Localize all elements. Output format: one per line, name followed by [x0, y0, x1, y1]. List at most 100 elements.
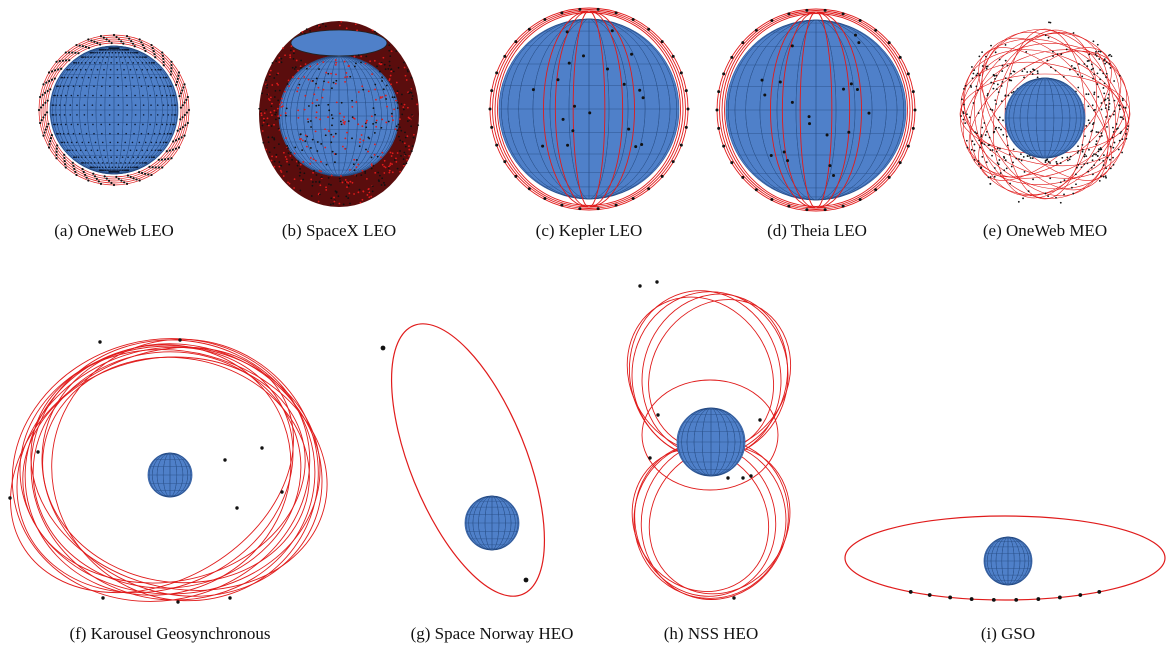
satellite-marker — [898, 55, 902, 59]
satellite-marker — [858, 18, 862, 22]
caption-theia-leo: (d) Theia LEO — [767, 221, 867, 240]
orbit-path — [969, 33, 1121, 195]
satellite-marker — [849, 82, 853, 86]
satellite-marker — [596, 7, 600, 11]
satellite-marker — [730, 161, 734, 165]
satellite-markers — [380, 345, 529, 583]
theia-leo-constellation — [715, 8, 917, 212]
panel-oneweb-meo — [955, 10, 1135, 215]
satellite-marker — [614, 11, 618, 15]
earth-grid — [1005, 77, 1085, 159]
orbit-lines — [10, 338, 328, 602]
earth-grid — [50, 45, 178, 175]
satellite-marker — [853, 33, 857, 37]
satellite-marker — [908, 590, 913, 594]
satellite-marker — [730, 55, 734, 59]
satellite-marker — [679, 143, 683, 147]
satellite-marker — [787, 12, 791, 16]
panel-kepler-leo — [488, 5, 690, 215]
satellite-marker — [749, 474, 753, 478]
satellite-marker — [684, 89, 688, 93]
panel-nss-heo — [610, 280, 810, 605]
caption-nss-heo: (h) NSS HEO — [663, 624, 759, 643]
satellite-marker — [596, 207, 600, 211]
oneweb-leo-constellation — [37, 33, 191, 187]
satellite-marker — [640, 143, 644, 147]
orbit-path — [32, 351, 302, 589]
satellite-marker — [656, 413, 660, 417]
satellite-marker — [541, 144, 545, 148]
satellite-marker — [769, 153, 773, 157]
satellite-marker — [223, 458, 227, 462]
satellite-marker — [754, 188, 758, 192]
satellite-shell — [37, 33, 191, 187]
earth-cap — [290, 29, 388, 57]
satellite-marker — [741, 41, 745, 45]
orbit-path — [30, 339, 316, 601]
space-norway-heo-orbit — [380, 323, 546, 597]
satellite-marker — [543, 17, 547, 21]
satellite-marker — [684, 125, 688, 129]
satellite-marker — [641, 96, 645, 100]
satellite-marker — [1078, 593, 1083, 597]
earth-globe — [498, 18, 680, 200]
orbit-path — [30, 349, 328, 591]
satellite-marker — [841, 12, 845, 16]
satellite-grid — [51, 47, 177, 173]
satellite-marker — [631, 17, 635, 21]
satellite-marker — [503, 160, 507, 164]
satellite-marker — [686, 107, 690, 111]
satellite-marker — [648, 456, 652, 460]
satellite-marker — [561, 117, 565, 121]
satellite-marker — [679, 71, 683, 75]
satellite-marker — [527, 27, 531, 31]
satellite-marker — [887, 41, 891, 45]
satellite-marker — [1036, 597, 1041, 601]
satellite-marker — [790, 100, 794, 104]
caption-oneweb-leo: (a) OneWeb LEO — [54, 221, 174, 240]
satellite-marker — [581, 54, 585, 58]
orbit-path — [962, 49, 1128, 179]
satellite-marker — [825, 133, 829, 137]
satellite-marker — [807, 115, 811, 119]
satellite-marker — [514, 40, 518, 44]
earth-globe — [464, 495, 520, 551]
orbit-path — [631, 448, 770, 592]
caption-space-norway-heo: (g) Space Norway HEO — [410, 624, 574, 643]
satellite-marker — [280, 490, 284, 494]
satellite-marker — [647, 187, 651, 191]
satellite-marker — [655, 280, 659, 284]
orbit-path — [390, 323, 546, 597]
satellite-marker — [660, 174, 664, 178]
orbit-lattice — [959, 21, 1131, 204]
satellite-marker — [906, 72, 910, 76]
satellite-marker — [760, 78, 764, 82]
satellite-marker — [503, 54, 507, 58]
panel-theia-leo — [715, 5, 918, 215]
satellite-marker — [556, 78, 560, 82]
orbit-path — [10, 346, 294, 594]
satellite-marker — [787, 204, 791, 208]
satellite-marker — [823, 8, 827, 12]
satellite-marker — [531, 88, 535, 92]
satellite-marker — [867, 111, 871, 115]
satellite-marker — [732, 596, 736, 600]
satellite-marker — [722, 144, 726, 148]
earth-globe — [49, 45, 179, 175]
satellite-marker — [543, 197, 547, 201]
satellite-marker — [638, 88, 642, 92]
caption-spacex-leo: (b) SpaceX LEO — [281, 221, 397, 240]
satellite-marker — [1057, 595, 1062, 600]
satellite-marker — [235, 506, 239, 510]
satellite-marker — [178, 338, 182, 342]
earth-grid — [984, 536, 1032, 586]
earth-globe — [1004, 77, 1086, 159]
earth-globe — [725, 19, 907, 201]
orbit-path — [981, 37, 1109, 191]
satellite-marker — [671, 54, 675, 58]
satellite-marker — [948, 595, 953, 600]
satellite-marker — [101, 596, 105, 600]
orbit-path — [960, 61, 1130, 167]
satellite-marker — [631, 197, 635, 201]
satellite-marker — [566, 143, 570, 147]
